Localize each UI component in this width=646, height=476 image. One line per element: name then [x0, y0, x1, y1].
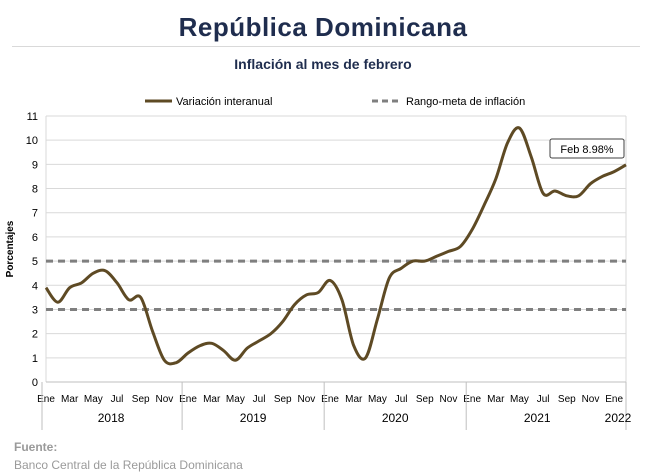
- x-tick-label: Mar: [61, 394, 79, 405]
- x-tick-label: May: [226, 394, 245, 405]
- y-tick-label: 5: [32, 256, 38, 268]
- x-tick-label: Sep: [274, 394, 292, 405]
- x-tick-label: Sep: [416, 394, 434, 405]
- x-tick-label: Nov: [582, 394, 600, 405]
- x-tick-label: Nov: [440, 394, 458, 405]
- legend-label-variacion-interanual: Variación interanual: [176, 96, 272, 108]
- title-divider: [12, 46, 640, 47]
- annotation-box: [549, 138, 625, 159]
- source-note: Fuente: Banco Central de la República Do…: [14, 440, 243, 472]
- legend-label-rango-meta: Rango-meta de inflación: [406, 96, 525, 108]
- y-tick-label: 3: [32, 304, 38, 316]
- x-tick-label: Mar: [203, 394, 221, 405]
- x-tick-label: Ene: [605, 394, 623, 405]
- year-label: 2021: [524, 411, 551, 425]
- x-tick-label: Jul: [253, 394, 266, 405]
- x-tick-label: Jul: [395, 394, 408, 405]
- x-tick-label: Jul: [537, 394, 550, 405]
- x-tick-label: Mar: [345, 394, 363, 405]
- y-tick-label: 6: [32, 232, 38, 244]
- year-label: 2019: [240, 411, 267, 425]
- x-tick-label: Ene: [179, 394, 197, 405]
- annotation-label: Feb 8.98%: [560, 144, 613, 156]
- x-tick-label: Ene: [321, 394, 339, 405]
- x-tick-label: Nov: [298, 394, 316, 405]
- source-text: Banco Central de la República Dominicana: [14, 458, 243, 472]
- y-tick-label: 0: [32, 377, 38, 389]
- x-tick-label: Ene: [37, 394, 55, 405]
- y-tick-label: 9: [32, 159, 38, 171]
- x-tick-label: Jul: [111, 394, 124, 405]
- source-label: Fuente:: [14, 440, 58, 454]
- x-tick-label: Nov: [155, 394, 173, 405]
- x-tick-label: Mar: [487, 394, 505, 405]
- year-label: 2020: [382, 411, 409, 425]
- x-tick-label: May: [510, 394, 529, 405]
- x-tick-label: Sep: [558, 394, 576, 405]
- y-tick-label: 8: [32, 184, 38, 196]
- x-tick-label: Sep: [132, 394, 150, 405]
- y-tick-label: 4: [32, 280, 38, 292]
- chart-title: República Dominicana: [178, 12, 468, 42]
- chart-subtitle: Inflación al mes de febrero: [234, 56, 412, 72]
- y-tick-label: 7: [32, 208, 38, 220]
- y-tick-label: 2: [32, 329, 38, 341]
- inflation-chart: 0 1 2 3 4 5 6 7 8 9 10 11 Porcentajes Ene Mar May Jul Sep…: [5, 96, 632, 430]
- year-label: 2022: [605, 411, 632, 425]
- x-tick-label: Ene: [463, 394, 481, 405]
- x-tick-label: May: [368, 394, 387, 405]
- year-label: 2018: [98, 411, 125, 425]
- y-tick-label: 10: [26, 135, 38, 147]
- x-tick-label: May: [84, 394, 103, 405]
- y-tick-label: 1: [32, 353, 38, 365]
- y-tick-label: 11: [27, 111, 38, 123]
- y-axis-label: Porcentajes: [5, 220, 16, 277]
- series-line-variacion-interanual: [44, 126, 627, 366]
